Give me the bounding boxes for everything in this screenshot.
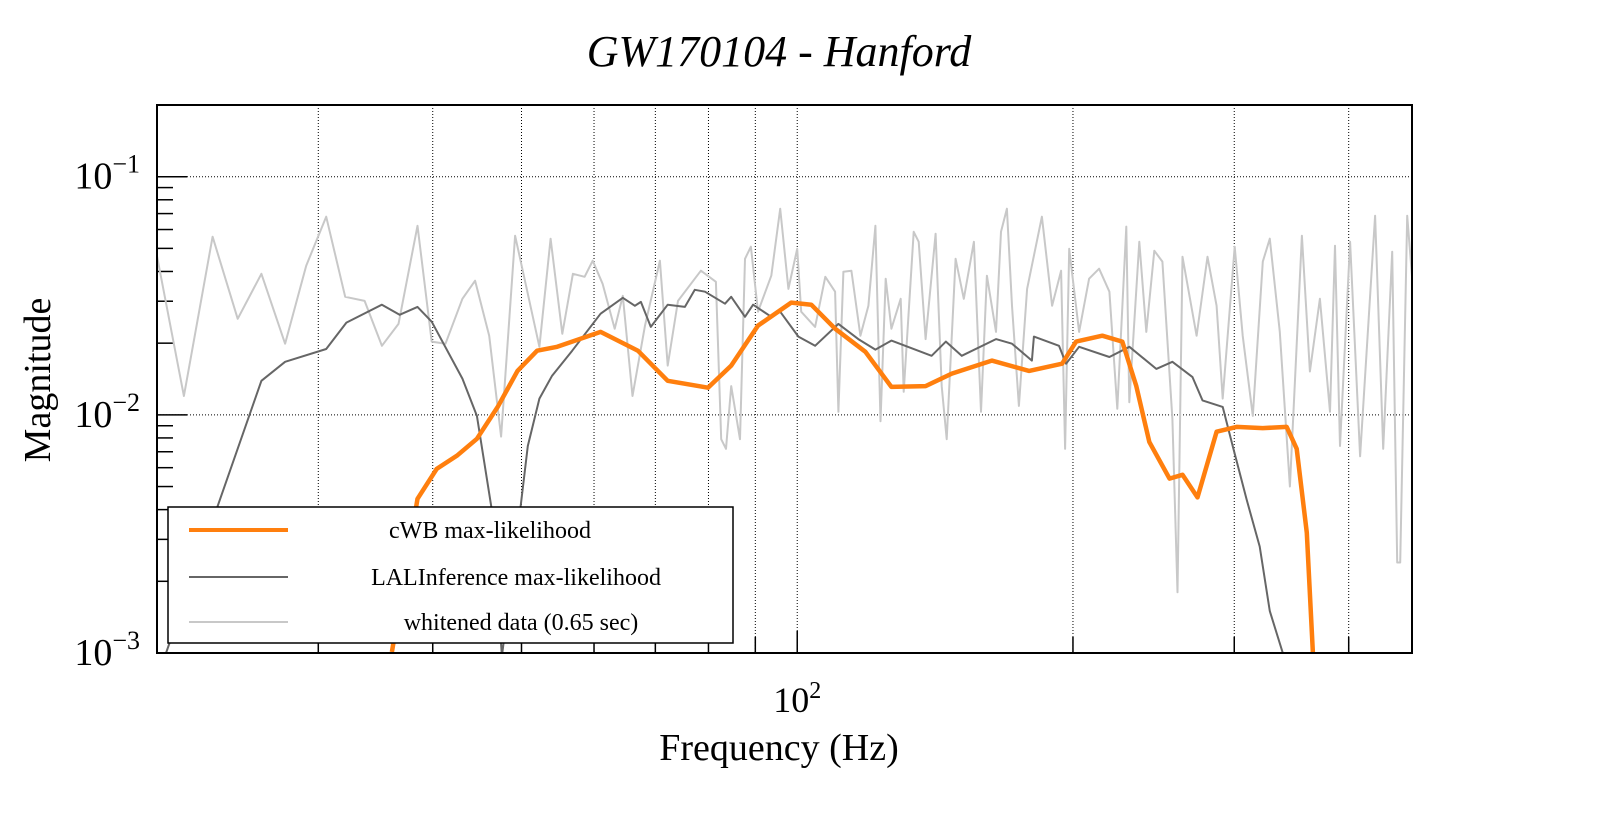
legend: cWB max-likelihood LALInference max-like…	[167, 506, 734, 644]
y-tick-label: 10−3	[74, 626, 140, 674]
y-tick-label-base: 10	[74, 156, 112, 198]
plot-frame	[156, 104, 1413, 654]
y-tick-label-exponent: −3	[112, 626, 140, 655]
x-tick-labels: 102	[773, 678, 821, 720]
chart-title: GW170104 - Hanford	[587, 27, 973, 76]
y-tick-label-base: 10	[74, 394, 112, 436]
legend-label-whitened: whitened data (0.65 sec)	[404, 610, 639, 636]
y-tick-label-exponent: −1	[112, 150, 140, 179]
legend-label-cwb: cWB max-likelihood	[389, 518, 591, 544]
x-tick-label-base: 10	[773, 680, 809, 720]
y-tick-labels: 10−110−210−3	[74, 150, 140, 674]
x-tick-label: 102	[773, 678, 821, 720]
series-line-whitened-data-0-65-sec	[157, 207, 1412, 594]
x-axis-label: Frequency (Hz)	[659, 727, 899, 769]
y-tick-label: 10−1	[74, 150, 140, 198]
series-layer	[157, 207, 1412, 653]
y-tick-label-base: 10	[74, 632, 112, 674]
x-tick-label-exponent: 2	[809, 678, 821, 704]
y-tick-label-exponent: −2	[112, 388, 140, 417]
legend-label-lalinference: LALInference max-likelihood	[371, 565, 661, 591]
series-line-cwb-max-likelihood	[389, 300, 1316, 653]
y-tick-label: 10−2	[74, 388, 140, 436]
y-axis-label: Magnitude	[17, 298, 59, 463]
